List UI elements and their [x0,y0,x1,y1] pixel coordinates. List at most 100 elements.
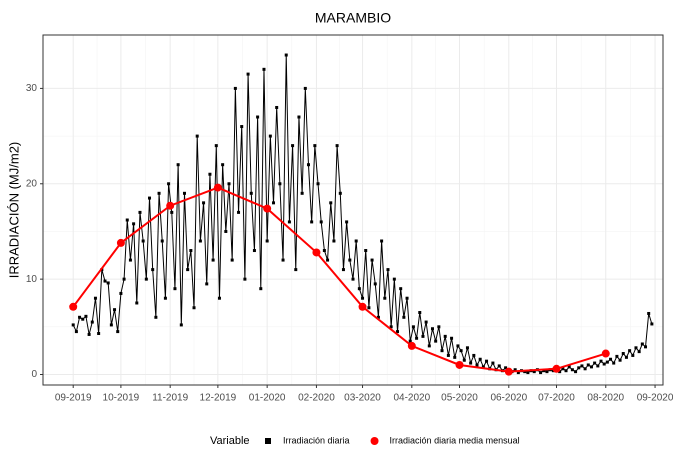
point [418,311,422,315]
point [297,115,301,119]
point [287,220,291,224]
point [300,191,304,195]
point [71,323,75,327]
point [545,370,549,374]
x-tick-label: 11-2019 [152,393,188,404]
point [427,344,431,348]
point [408,339,412,343]
point [621,352,625,356]
point [380,239,384,243]
point [644,345,648,349]
point [332,239,336,243]
point [179,323,183,327]
point [224,229,228,233]
point [504,366,508,370]
point [370,258,374,262]
point [430,327,434,331]
point [312,248,321,257]
point [74,330,78,334]
point [265,239,269,243]
point [399,287,403,291]
legend-label: Irradiación diaria media mensual [390,435,520,445]
point [589,365,593,369]
point [316,182,320,186]
point [78,315,82,319]
point [345,220,349,224]
point [405,296,409,300]
series-line [72,186,607,373]
point [631,353,635,357]
y-tick-label: 10 [26,274,38,285]
y-tick-label: 0 [31,369,37,380]
point [367,306,371,310]
point [609,357,613,361]
point [437,325,441,329]
point [567,365,571,369]
point [376,315,380,319]
chart-title: MARAMBIO [315,10,391,26]
point [217,296,221,300]
point [504,367,513,376]
point [402,315,406,319]
point [580,364,584,368]
point [116,238,125,247]
point [160,239,164,243]
point [465,346,469,350]
y-tick-label: 30 [26,83,38,94]
point [341,268,345,272]
point [640,342,644,346]
point [122,277,126,281]
point [329,201,333,205]
point [456,344,460,348]
point [213,183,222,192]
point [221,163,225,167]
point [90,320,94,324]
point [119,291,123,295]
point [87,332,91,336]
point [306,163,310,167]
x-tick-label: 06-2020 [490,393,527,404]
point [275,105,279,109]
point [237,210,241,214]
point [69,302,78,311]
point [195,134,199,138]
point [469,361,473,365]
x-tick-label: 10-2019 [103,393,140,404]
point [647,311,651,315]
point [472,353,476,357]
point [618,358,622,362]
point [386,268,390,272]
point [434,339,438,343]
point [208,172,212,176]
point [157,191,161,195]
point [263,204,272,213]
point [163,296,167,300]
x-tick-label: 07-2020 [538,393,575,404]
point [601,349,610,358]
point [322,249,326,253]
point [421,334,425,338]
point [583,367,587,371]
point [574,370,578,374]
plot-panel [43,35,663,385]
point [249,191,253,195]
point [214,144,218,148]
point [202,201,206,205]
point [446,353,450,357]
x-tick-label: 05-2020 [441,393,478,404]
point [415,336,419,340]
point [81,317,85,321]
point [485,359,489,363]
point [259,287,263,291]
point [542,369,546,373]
point [411,325,415,329]
point [116,330,120,334]
point [383,296,387,300]
point [602,362,606,366]
point [478,357,482,361]
point [364,249,368,253]
point [358,302,367,311]
point [170,210,174,214]
y-tick-label: 20 [26,178,38,189]
plot-border [42,34,664,386]
